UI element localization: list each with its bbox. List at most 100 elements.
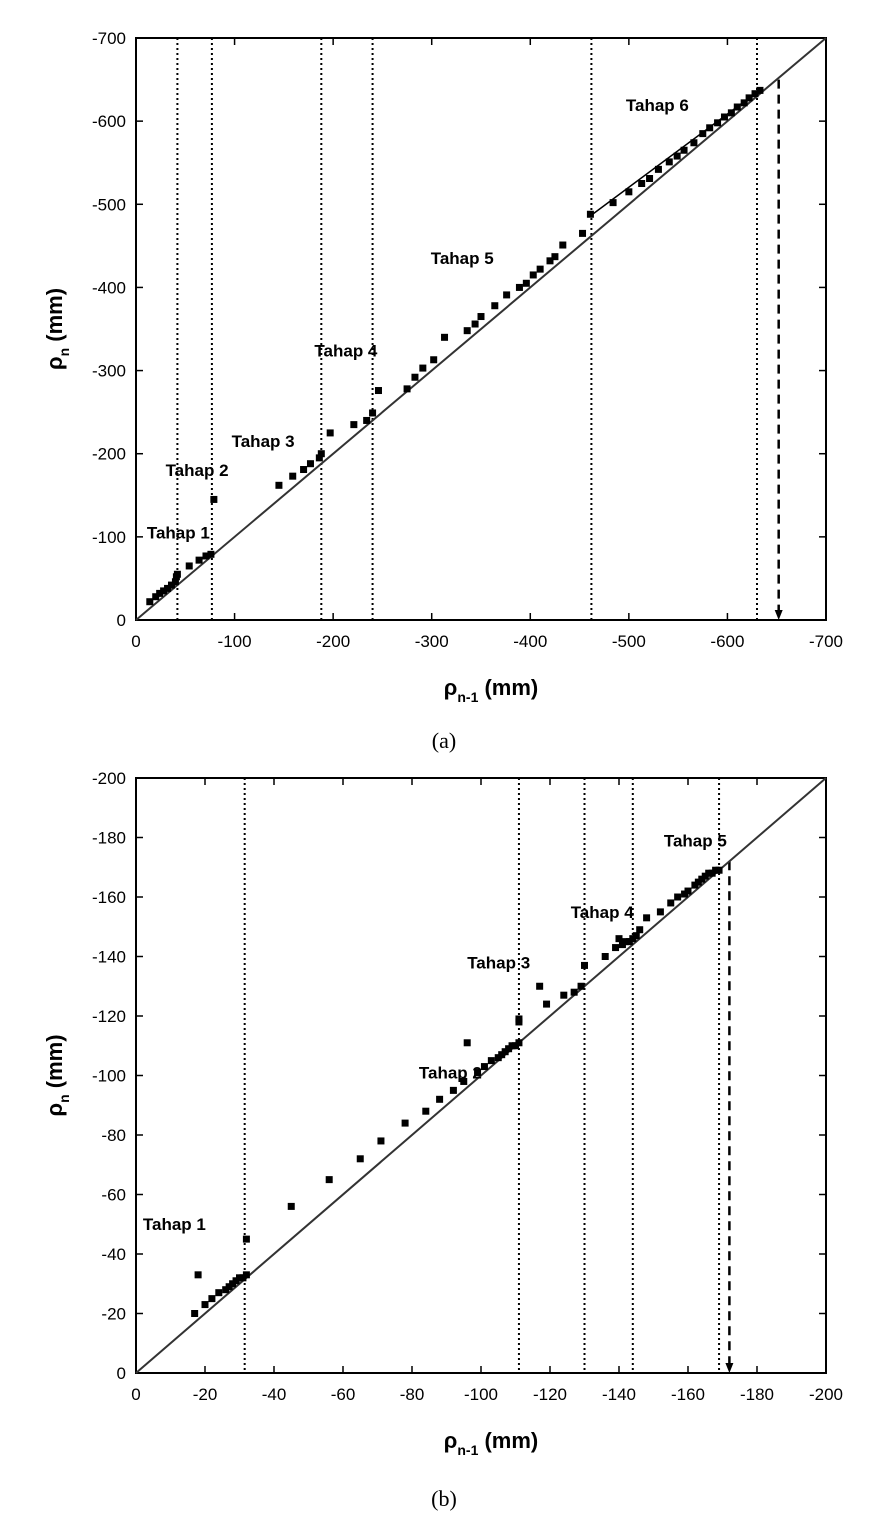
x-axis-unit: (mm)	[478, 675, 538, 700]
x-tick-label: -40	[262, 1385, 287, 1404]
panel-caption: (b)	[431, 1486, 457, 1511]
x-tick-label: -140	[602, 1385, 636, 1404]
reference-line	[135, 37, 827, 621]
data-point	[756, 86, 764, 94]
data-point	[242, 1235, 250, 1243]
y-tick-label: -80	[101, 1126, 126, 1145]
data-point	[208, 1295, 216, 1303]
data-point	[612, 944, 620, 952]
data-point	[654, 165, 662, 173]
y-tick-label: -100	[92, 1067, 126, 1086]
chart-panel-a: 0 -100 -200 -300 -400 -500 -600 -700 0 -100 -200 -3…	[42, 29, 843, 753]
data-point	[646, 175, 654, 183]
data-point	[536, 982, 544, 990]
data-point	[529, 271, 537, 279]
data-point	[436, 1095, 444, 1103]
data-point	[156, 589, 164, 597]
y-axis-unit: (mm)	[42, 1034, 67, 1094]
x-tick-label: -200	[316, 632, 350, 651]
chart-panel-b: 0 -20 -40 -60 -80 -100 -120 -140 -160 -180 -200 0 -2…	[42, 769, 843, 1511]
data-point	[491, 302, 499, 310]
x-tick-label: 0	[131, 1385, 140, 1404]
x-tick-label: -500	[612, 632, 646, 651]
data-point	[210, 495, 218, 503]
data-point	[480, 1063, 488, 1071]
y-tick-label: -160	[92, 888, 126, 907]
data-point	[487, 1057, 495, 1065]
y-tick-label: -400	[92, 278, 126, 297]
x-tick-label: 0	[131, 632, 140, 651]
y-tick-label: -200	[92, 445, 126, 464]
data-point	[317, 450, 325, 458]
data-point	[522, 279, 530, 287]
data-point	[727, 109, 735, 117]
data-point	[152, 593, 160, 601]
y-tick-label: 0	[117, 611, 126, 630]
data-point	[167, 581, 175, 589]
data-point	[194, 1271, 202, 1279]
data-point	[546, 257, 554, 265]
data-point	[449, 1086, 457, 1094]
data-point	[160, 587, 168, 595]
stage-label: Tahap 2	[166, 461, 229, 480]
x-tick-label: -60	[331, 1385, 356, 1404]
y-tick-label: -600	[92, 112, 126, 131]
data-point	[185, 562, 193, 570]
data-point	[560, 991, 568, 999]
data-point	[306, 460, 314, 468]
data-point	[242, 1271, 250, 1279]
data-point	[615, 935, 623, 943]
data-point	[463, 1039, 471, 1047]
data-point	[403, 385, 411, 393]
data-point	[699, 130, 707, 138]
data-point	[164, 584, 172, 592]
data-point	[543, 1000, 551, 1008]
stage-label: Tahap 5	[664, 831, 727, 850]
y-tick-label: -200	[92, 769, 126, 788]
data-point	[363, 416, 371, 424]
data-point	[191, 1310, 199, 1317]
stage-label: Tahap 3	[232, 432, 295, 451]
data-point	[559, 241, 567, 249]
data-point	[586, 210, 594, 218]
y-tick-label: -140	[92, 948, 126, 967]
data-point	[684, 887, 692, 895]
data-point	[715, 866, 723, 874]
stage-label: Tahap 5	[431, 249, 494, 268]
y-tick-label: -120	[92, 1007, 126, 1026]
data-point	[463, 327, 471, 335]
data-point	[720, 113, 728, 121]
y-axis-symbol: ρ	[42, 1103, 67, 1117]
x-tick-label: -100	[464, 1385, 498, 1404]
y-axis-symbol: ρ	[42, 356, 67, 370]
data-point	[551, 253, 559, 261]
data-point	[275, 481, 283, 489]
data-point	[325, 1176, 333, 1184]
data-point	[751, 90, 759, 98]
data-point	[690, 139, 698, 147]
stage-label: Tahap 4	[571, 903, 635, 922]
x-axis-unit: (mm)	[478, 1428, 538, 1453]
y-tick-label: -100	[92, 528, 126, 547]
data-point	[401, 1119, 409, 1127]
data-point	[570, 988, 578, 996]
y-tick-label: -60	[101, 1186, 126, 1205]
data-point	[300, 466, 308, 474]
y-tick-label: 0	[117, 1364, 126, 1383]
stage-label: Tahap 1	[143, 1215, 206, 1234]
x-axis-subscript: n-1	[457, 689, 478, 705]
data-point	[667, 899, 675, 907]
data-point	[411, 373, 419, 381]
data-point	[536, 265, 544, 273]
y-tick-label: -500	[92, 195, 126, 214]
x-tick-label: -600	[710, 632, 744, 651]
x-axis-title: ρn-1 (mm)	[444, 1428, 539, 1458]
data-point	[441, 333, 449, 341]
data-point	[625, 188, 633, 196]
x-tick-label: -160	[671, 1385, 705, 1404]
data-point	[714, 119, 722, 127]
y-axis-title: ρn (mm)	[42, 1034, 72, 1116]
x-tick-label: -100	[218, 632, 252, 651]
plot-frame	[135, 37, 827, 621]
